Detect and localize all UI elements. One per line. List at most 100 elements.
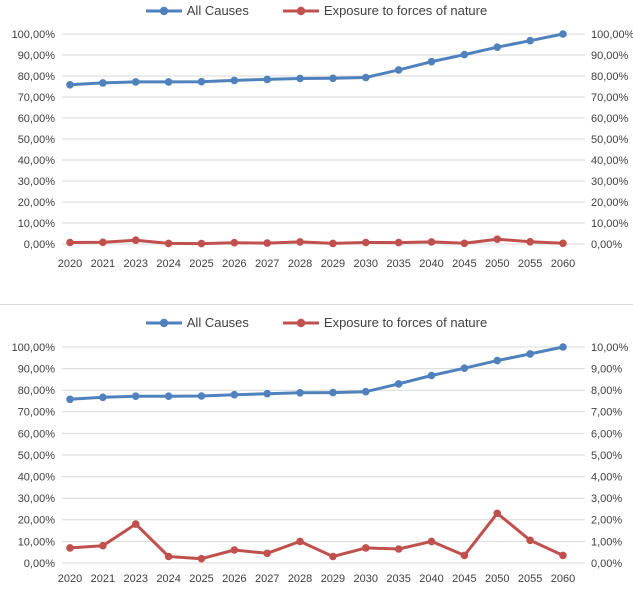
data-point-marker-all-causes xyxy=(296,74,304,83)
x-axis-tick-label: 2023 xyxy=(123,258,147,270)
x-axis-tick-label: 2028 xyxy=(288,258,312,270)
data-point-marker-exposure-to-forces-of-nature xyxy=(559,239,567,248)
line-marker-icon xyxy=(145,6,182,15)
x-axis-tick-label: 2029 xyxy=(321,573,345,585)
line-marker-icon xyxy=(282,318,319,327)
data-point-marker-exposure-to-forces-of-nature xyxy=(394,238,403,247)
data-point-marker-all-causes xyxy=(296,389,304,397)
legend: All Causes Exposure to forces of nature xyxy=(0,315,633,330)
x-axis-tick-label: 2028 xyxy=(288,573,312,585)
x-axis-tick-label: 2055 xyxy=(518,258,542,270)
data-point-marker-exposure-to-forces-of-nature xyxy=(329,552,337,561)
y-axis-right-tick-label: 10,00% xyxy=(591,342,629,354)
y-axis-right-tick-label: 60,00% xyxy=(591,113,629,125)
x-axis-tick-label: 2060 xyxy=(551,573,575,585)
data-point-marker-all-causes xyxy=(362,387,370,396)
y-axis-left-tick-label: 60,00% xyxy=(18,113,56,125)
data-point-marker-all-causes xyxy=(559,30,567,38)
legend-dot xyxy=(296,6,306,15)
data-point-marker-exposure-to-forces-of-nature xyxy=(394,545,403,553)
data-point-marker-all-causes xyxy=(427,57,436,66)
x-axis-tick-label: 2023 xyxy=(123,573,147,585)
data-point-marker-all-causes xyxy=(362,73,370,82)
y-axis-left-tick-label: 100,00% xyxy=(12,342,56,354)
data-point-marker-exposure-to-forces-of-nature xyxy=(362,238,370,247)
y-axis-left-tick-label: 100,00% xyxy=(12,29,56,41)
data-point-marker-exposure-to-forces-of-nature xyxy=(296,238,304,246)
legend-dot xyxy=(159,6,168,15)
chart-panel-bottom: All Causes Exposure to forces of nature 0… xyxy=(0,305,633,594)
data-point-marker-all-causes xyxy=(493,356,502,365)
y-axis-right-tick-label: 20,00% xyxy=(591,197,629,209)
x-axis-tick-label: 2021 xyxy=(91,573,115,585)
data-point-marker-all-causes xyxy=(66,81,74,89)
y-axis-right-tick-label: 50,00% xyxy=(591,134,629,146)
data-point-marker-exposure-to-forces-of-nature xyxy=(493,235,502,243)
legend-dot xyxy=(159,318,168,327)
y-axis-left-tick-label: 0,00% xyxy=(24,239,55,251)
data-point-marker-exposure-to-forces-of-nature xyxy=(66,544,74,552)
x-axis-tick-label: 2026 xyxy=(222,573,246,585)
y-axis-left-tick-label: 50,00% xyxy=(18,450,56,462)
y-axis-right-tick-label: 10,00% xyxy=(591,218,629,230)
chart-panel-top: All Causes Exposure to forces of nature 0… xyxy=(0,0,633,290)
data-point-marker-exposure-to-forces-of-nature xyxy=(197,554,206,563)
data-point-marker-exposure-to-forces-of-nature xyxy=(296,537,304,546)
y-axis-right-tick-label: 90,00% xyxy=(591,50,629,62)
y-axis-left-tick-label: 20,00% xyxy=(18,197,56,209)
data-point-marker-all-causes xyxy=(131,392,140,400)
y-axis-right-tick-label: 7,00% xyxy=(591,407,622,419)
data-point-marker-all-causes xyxy=(230,76,239,85)
y-axis-right-tick-label: 3,00% xyxy=(591,493,622,505)
y-axis-left-tick-label: 40,00% xyxy=(18,471,56,483)
data-point-marker-exposure-to-forces-of-nature xyxy=(131,520,140,528)
legend-label: All Causes xyxy=(186,315,249,330)
data-point-marker-exposure-to-forces-of-nature xyxy=(526,536,534,545)
y-axis-right-tick-label: 100,00% xyxy=(591,29,633,41)
data-point-marker-all-causes xyxy=(99,79,107,87)
x-axis-tick-label: 2030 xyxy=(354,573,378,585)
data-point-marker-exposure-to-forces-of-nature xyxy=(460,551,469,560)
data-point-marker-exposure-to-forces-of-nature xyxy=(427,537,436,546)
y-axis-right-tick-label: 80,00% xyxy=(591,71,629,83)
data-point-marker-all-causes xyxy=(329,388,337,397)
legend-item-all-causes: All Causes xyxy=(145,3,249,18)
data-point-marker-all-causes xyxy=(164,78,173,86)
plot-area: 0,00% 0,00% 10,00% 1,00% 20,00% 2,00% 30,00% 3,… xyxy=(12,342,629,585)
x-axis-tick-label: 2050 xyxy=(485,258,509,270)
data-point-marker-exposure-to-forces-of-nature xyxy=(131,236,140,244)
x-axis-tick-label: 2024 xyxy=(156,258,180,270)
x-axis-tick-label: 2025 xyxy=(189,258,213,270)
data-point-marker-all-causes xyxy=(493,43,502,51)
y-axis-right-tick-label: 5,00% xyxy=(591,450,622,462)
y-axis-left-tick-label: 80,00% xyxy=(18,385,56,397)
series-line-all-causes xyxy=(68,32,565,87)
data-point-marker-all-causes xyxy=(329,74,337,83)
data-point-marker-all-causes xyxy=(164,392,173,400)
data-point-marker-exposure-to-forces-of-nature xyxy=(460,239,469,248)
x-axis-tick-label: 2030 xyxy=(354,258,378,270)
y-axis-left-tick-label: 70,00% xyxy=(18,407,56,419)
y-axis-right-tick-label: 1,00% xyxy=(591,536,622,548)
legend: All Causes Exposure to forces of nature xyxy=(0,3,633,18)
data-point-marker-exposure-to-forces-of-nature xyxy=(263,549,272,558)
data-point-marker-exposure-to-forces-of-nature xyxy=(263,239,272,247)
data-point-marker-all-causes xyxy=(230,390,239,399)
data-point-marker-exposure-to-forces-of-nature xyxy=(559,551,567,560)
legend-item-exposure-to-forces-of-nature: Exposure to forces of nature xyxy=(282,3,487,18)
data-point-marker-all-causes xyxy=(394,380,403,388)
x-axis-tick-label: 2040 xyxy=(419,573,443,585)
data-point-marker-all-causes xyxy=(131,78,140,86)
y-axis-right-tick-label: 8,00% xyxy=(591,385,622,397)
data-point-marker-exposure-to-forces-of-nature xyxy=(99,238,107,247)
y-axis-left-tick-label: 30,00% xyxy=(18,176,56,188)
data-point-marker-exposure-to-forces-of-nature xyxy=(230,546,239,554)
y-axis-right-tick-label: 70,00% xyxy=(591,92,629,104)
data-point-marker-all-causes xyxy=(526,36,534,45)
series-line-all-causes xyxy=(68,345,565,401)
x-axis-tick-label: 2055 xyxy=(518,573,542,585)
y-axis-left-tick-label: 10,00% xyxy=(18,218,56,230)
y-axis-left-tick-label: 80,00% xyxy=(18,71,56,83)
data-point-marker-exposure-to-forces-of-nature xyxy=(164,552,173,561)
